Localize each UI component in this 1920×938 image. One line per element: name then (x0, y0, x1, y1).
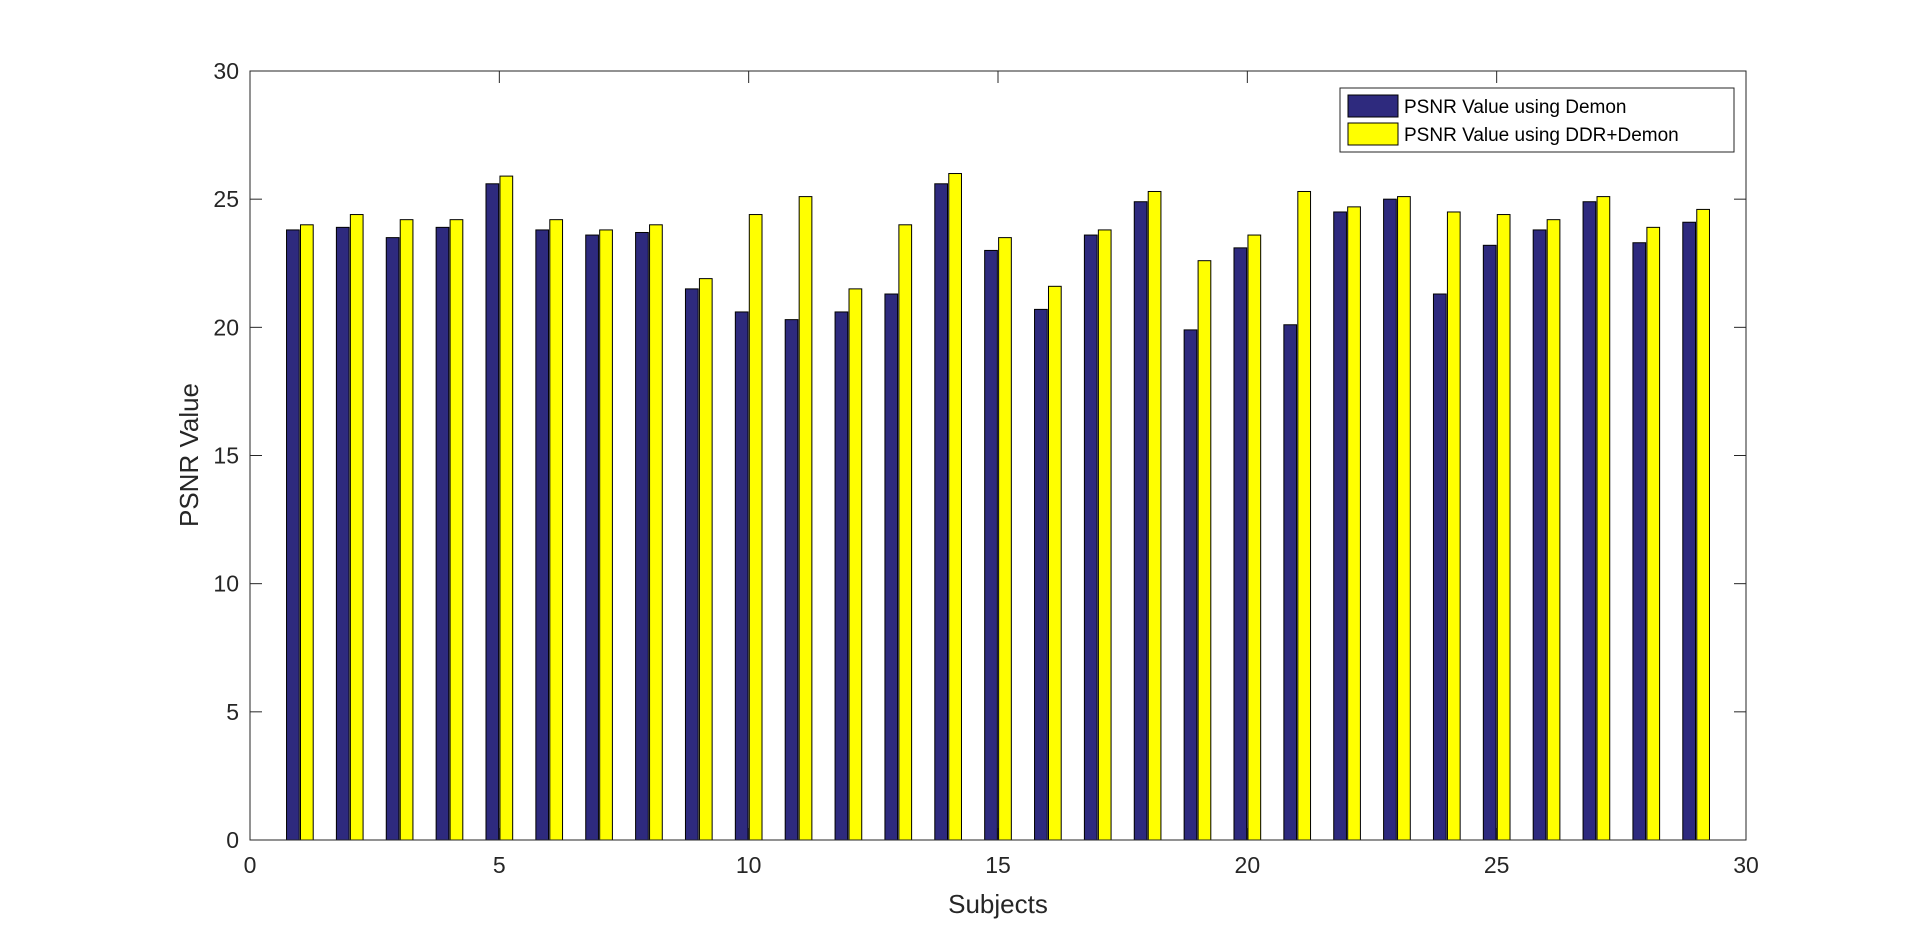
bar-s1-23 (1383, 198, 1397, 841)
bar-s2-5 (499, 175, 514, 841)
bar-s1-19 (1183, 329, 1198, 841)
y-tick-label-0: 0 (226, 827, 239, 853)
bar-s2-21 (1297, 190, 1312, 841)
bar-s1-14 (934, 183, 949, 841)
y-tick-label-5: 5 (226, 699, 239, 725)
bar-s1-11 (784, 319, 799, 841)
bar-s1-5 (485, 183, 500, 841)
legend-swatch-2 (1347, 122, 1399, 146)
legend-label-2: PSNR Value using DDR+Demon (1404, 125, 1679, 146)
bar-s2-19 (1197, 260, 1212, 841)
bar-s2-14 (948, 173, 962, 841)
bar-s2-17 (1097, 229, 1112, 841)
bar-s2-13 (898, 224, 913, 841)
bar-s1-6 (535, 229, 550, 841)
y-tick-label-30: 30 (213, 58, 239, 84)
bar-s1-16 (1034, 308, 1048, 841)
bar-s1-22 (1333, 211, 1347, 841)
plot-area (250, 71, 1746, 840)
axes-group: 0 5 10 15 20 25 30 0 5 10 15 20 25 30 (213, 58, 1758, 878)
bar-s2-6 (549, 219, 564, 841)
bar-s2-24 (1446, 211, 1461, 841)
bar-s1-25 (1482, 244, 1497, 841)
y-tick-label-20: 20 (213, 314, 239, 340)
bar-s1-18 (1133, 201, 1148, 841)
y-tick-label-10: 10 (213, 571, 239, 597)
bar-s1-12 (834, 311, 849, 841)
bar-s2-12 (848, 288, 863, 841)
bar-s1-7 (585, 234, 599, 841)
bar-s1-9 (684, 288, 699, 841)
bar-s1-10 (734, 311, 749, 841)
bar-s1-15 (984, 249, 998, 841)
bar-s2-15 (998, 237, 1012, 841)
x-tick-label-20: 20 (1235, 852, 1261, 878)
bar-s1-1 (286, 229, 300, 841)
x-axis-title: Subjects (948, 889, 1048, 919)
bar-s1-28 (1632, 242, 1647, 841)
bar-s2-7 (599, 229, 613, 841)
bar-s2-1 (299, 224, 314, 841)
legend-swatch-1 (1347, 94, 1399, 118)
bar-s2-23 (1397, 196, 1411, 841)
bar-s2-26 (1546, 219, 1561, 841)
bar-s1-26 (1532, 229, 1547, 841)
x-tick-label-10: 10 (736, 852, 762, 878)
bar-s2-22 (1347, 206, 1361, 841)
bar-s1-2 (335, 226, 350, 841)
bar-s1-13 (884, 293, 899, 841)
x-tick-label-30: 30 (1733, 852, 1759, 878)
bar-s2-4 (449, 219, 464, 841)
bar-s1-21 (1283, 324, 1298, 841)
x-tick-label-25: 25 (1484, 852, 1510, 878)
y-axis-title: PSNR Value (174, 383, 204, 527)
bar-s2-20 (1247, 234, 1262, 841)
bar-s2-8 (649, 224, 663, 841)
legend: PSNR Value using Demon PSNR Value using D… (1339, 87, 1735, 153)
y-tick-label-25: 25 (213, 186, 239, 212)
bar-s2-10 (748, 214, 763, 841)
bar-s2-25 (1496, 214, 1511, 841)
bar-s1-8 (635, 231, 649, 841)
bar-s2-2 (349, 214, 364, 841)
bar-s2-11 (798, 196, 813, 841)
bar-s1-24 (1432, 293, 1447, 841)
x-tick-label-15: 15 (985, 852, 1011, 878)
bar-s1-17 (1083, 234, 1098, 841)
legend-label-1: PSNR Value using Demon (1404, 97, 1626, 118)
bar-s2-28 (1646, 226, 1661, 841)
bar-s1-3 (385, 237, 400, 841)
bar-s2-16 (1047, 285, 1062, 841)
bar-s1-27 (1582, 201, 1597, 841)
x-tick-label-0: 0 (244, 852, 257, 878)
y-tick-label-15: 15 (213, 443, 239, 469)
bar-s2-9 (698, 278, 713, 841)
bar-s1-29 (1682, 221, 1697, 841)
x-tick-label-5: 5 (493, 852, 506, 878)
bar-s1-4 (435, 226, 450, 841)
bar-s2-27 (1596, 196, 1611, 841)
bar-s2-3 (399, 219, 414, 841)
bar-s2-29 (1696, 208, 1710, 841)
legend-box (1339, 87, 1735, 153)
bar-s2-18 (1147, 190, 1162, 841)
bar-s1-20 (1233, 247, 1248, 841)
